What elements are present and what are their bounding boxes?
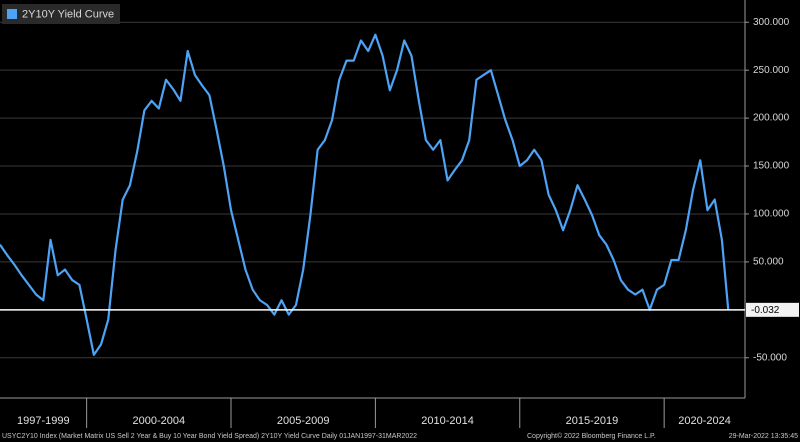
- footer-timestamp: 29-Mar-2022 13:35:45: [729, 433, 798, 440]
- x-period-label: 2005-2009: [277, 415, 330, 427]
- last-value-tag: [746, 302, 799, 317]
- x-period-label: 2020-2024: [678, 415, 731, 427]
- footer-copyright: Copyright© 2022 Bloomberg Finance L.P.: [527, 432, 656, 440]
- legend-label: 2Y10Y Yield Curve: [22, 8, 114, 20]
- y-tick-label: 250.000: [753, 65, 790, 76]
- series-line: [0, 33, 730, 356]
- y-tick-label: 200.000: [753, 113, 790, 124]
- grid: [0, 21, 745, 359]
- y-tick-label: -50.000: [753, 352, 787, 363]
- footer-source: USYC2Y10 Index (Market Matrix US Sell 2 …: [2, 433, 417, 440]
- x-period-label: 2010-2014: [421, 415, 474, 427]
- y-tick-label: 150.000: [753, 161, 790, 172]
- y-tick-label: 300.000: [753, 17, 790, 28]
- x-period-label: 1997-1999: [17, 415, 70, 427]
- legend-box: [2, 4, 120, 24]
- last-value-label: -0.032: [751, 305, 780, 316]
- x-period-label: 2000-2004: [133, 415, 186, 427]
- y-tick-label: 50.000: [753, 257, 784, 268]
- y-tick-label: 100.000: [753, 209, 790, 220]
- plot: [0, 33, 730, 356]
- x-period-label: 2015-2019: [566, 415, 619, 427]
- legend: 2Y10Y Yield Curve: [2, 4, 120, 24]
- legend-swatch: [7, 9, 17, 19]
